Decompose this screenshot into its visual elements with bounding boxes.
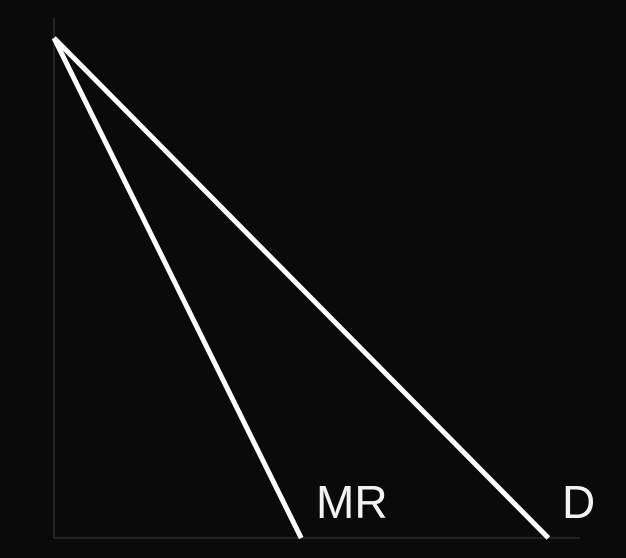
series-label-d: D <box>562 476 595 528</box>
label-layer: MR D <box>316 476 595 528</box>
series-line-mr <box>51 36 304 540</box>
series-line-d <box>52 36 551 540</box>
series-layer <box>51 36 551 540</box>
series-label-mr: MR <box>316 476 388 528</box>
